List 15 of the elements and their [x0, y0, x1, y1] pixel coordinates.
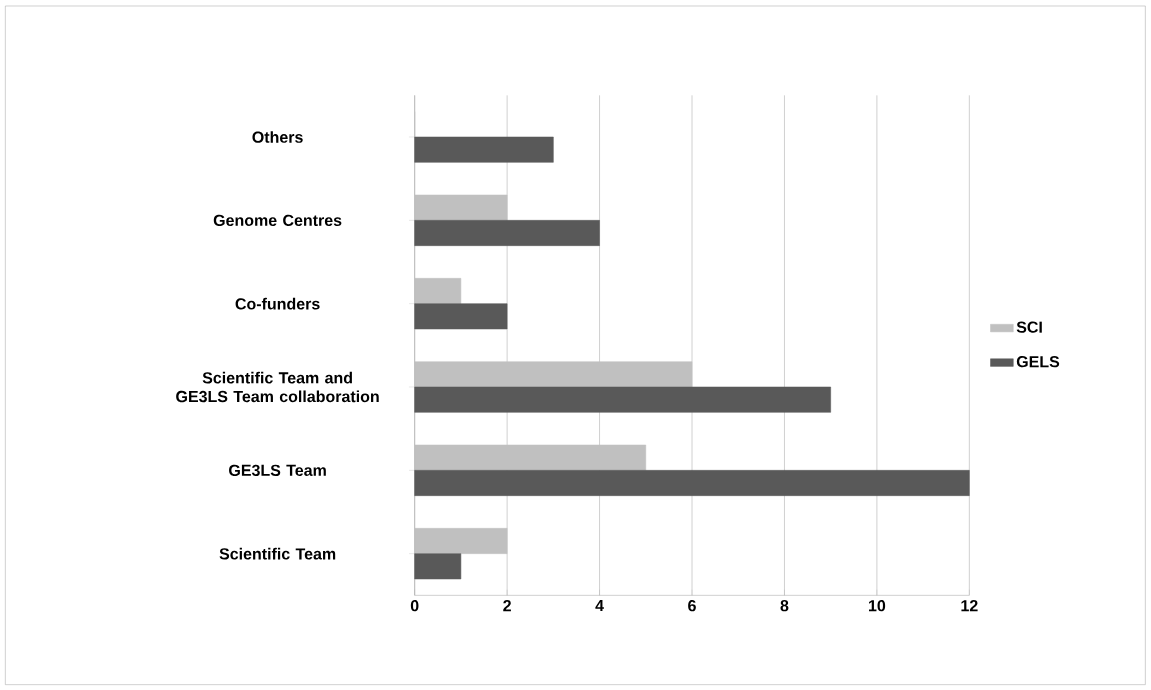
legend-label: SCI: [1016, 321, 1042, 333]
x-tick-label: 2: [503, 600, 511, 612]
y-tick-label: Scientific Team: [219, 547, 336, 560]
y-tick-label: Co-funders: [235, 297, 320, 310]
y-tick-label: Others: [252, 131, 303, 143]
x-tick-label: 4: [595, 600, 604, 612]
legend-label: GELS: [1016, 356, 1060, 368]
x-tick-label: 6: [688, 600, 696, 612]
x-tick-label: 12: [961, 600, 978, 612]
y-tick-label: Genome Centres: [213, 214, 342, 226]
x-tick-label: 8: [780, 600, 789, 612]
x-tick-label: 0: [410, 600, 419, 612]
y-tick-label: Scientific Team and GE3LS Team collaboration: [176, 371, 379, 403]
x-tick-label: 10: [869, 600, 886, 612]
y-tick-label: GE3LS Team: [229, 464, 326, 477]
